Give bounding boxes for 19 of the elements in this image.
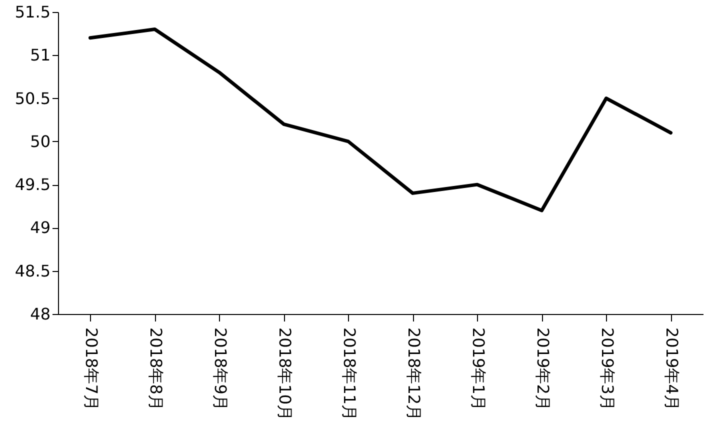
- y-tick-label: 49.5: [14, 175, 50, 194]
- x-tick-label: 2019年1月: [468, 328, 488, 410]
- x-tick-label: 2018年12月: [404, 328, 424, 421]
- x-tick-label: 2018年8月: [146, 328, 166, 410]
- y-tick-label: 51.5: [14, 2, 50, 22]
- line-series: [88, 28, 672, 212]
- y-tick-label: 48.5: [14, 261, 50, 280]
- y-tick-label: 50.5: [14, 88, 50, 108]
- y-tick-label: 48: [30, 304, 50, 324]
- x-tick-label: 2018年7月: [82, 328, 101, 410]
- x-tick-label: 2019年2月: [533, 328, 552, 410]
- x-tick-label: 2019年4月: [662, 328, 682, 410]
- x-tick-label: 2018年10月: [275, 328, 294, 421]
- y-tick-label: 51: [30, 46, 50, 65]
- y-tick-label: 50: [30, 132, 50, 151]
- x-tick-label: 2018年11月: [340, 328, 359, 421]
- x-tick-label: 2019年3月: [598, 328, 617, 410]
- x-tick-label: 2018年9月: [210, 328, 230, 410]
- y-tick-label: 49: [30, 218, 50, 238]
